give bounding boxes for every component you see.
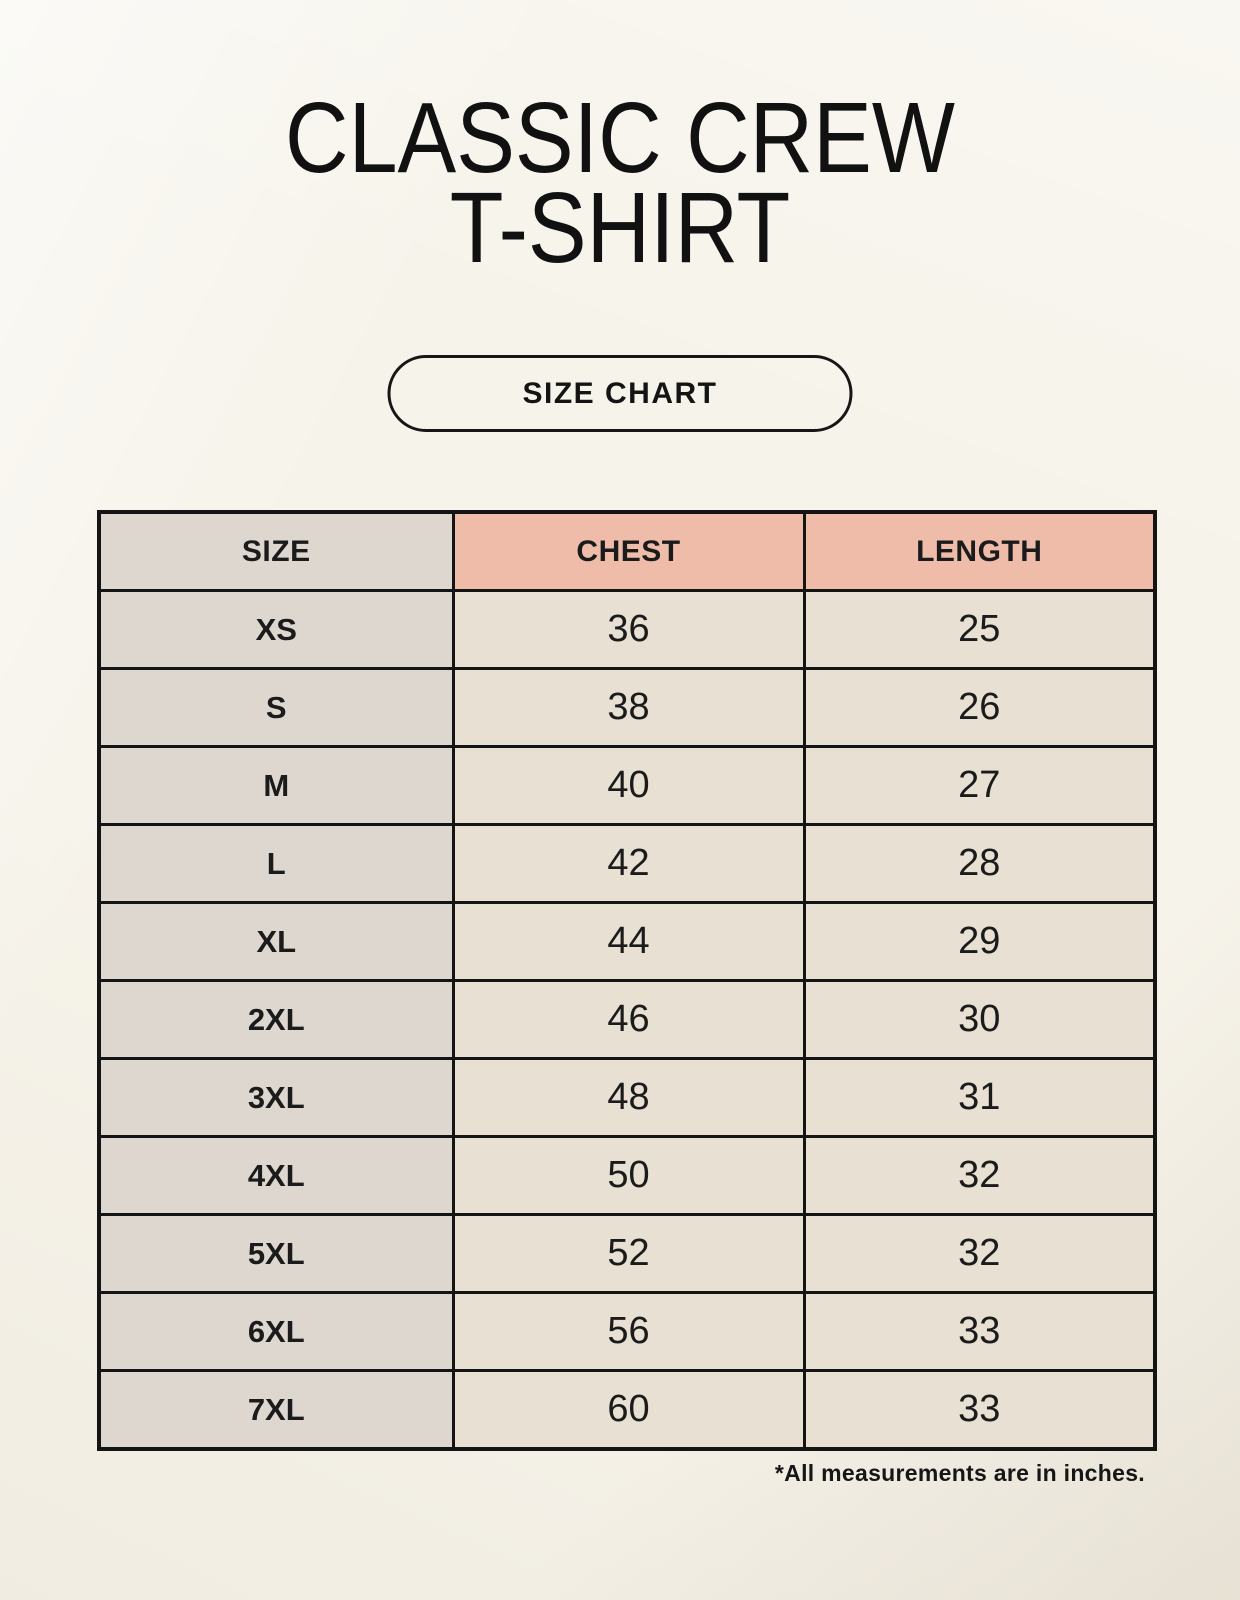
table-row: 2XL 46 30 bbox=[97, 979, 1157, 1060]
size-cell: M bbox=[97, 745, 455, 826]
size-cell: 4XL bbox=[97, 1135, 455, 1216]
chest-cell: 48 bbox=[451, 1057, 806, 1138]
length-cell: 28 bbox=[802, 823, 1157, 904]
chest-cell: 38 bbox=[451, 667, 806, 748]
length-cell: 30 bbox=[802, 979, 1157, 1060]
size-cell: 7XL bbox=[97, 1369, 455, 1451]
size-cell: 2XL bbox=[97, 979, 455, 1060]
chest-cell: 50 bbox=[451, 1135, 806, 1216]
size-cell: 6XL bbox=[97, 1291, 455, 1372]
header-chest: CHEST bbox=[451, 510, 806, 592]
length-cell: 25 bbox=[802, 589, 1157, 670]
page-title: CLASSIC CREW T-SHIRT bbox=[74, 88, 1165, 278]
size-table: SIZE CHEST LENGTH XS 36 25 S 38 26 M 40 27 L 42 28 X… bbox=[97, 510, 1157, 1451]
table-row: 4XL 50 32 bbox=[97, 1135, 1157, 1216]
header-size: SIZE bbox=[97, 510, 455, 592]
table-row: 6XL 56 33 bbox=[97, 1291, 1157, 1372]
page-title-line1: CLASSIC CREW bbox=[285, 82, 955, 194]
chest-cell: 52 bbox=[451, 1213, 806, 1294]
chest-cell: 36 bbox=[451, 589, 806, 670]
table-row: M 40 27 bbox=[97, 745, 1157, 826]
table-row: S 38 26 bbox=[97, 667, 1157, 748]
size-cell: XS bbox=[97, 589, 455, 670]
chest-cell: 40 bbox=[451, 745, 806, 826]
length-cell: 33 bbox=[802, 1291, 1157, 1372]
measurements-footnote: *All measurements are in inches. bbox=[774, 1460, 1145, 1486]
chest-cell: 46 bbox=[451, 979, 806, 1060]
length-cell: 32 bbox=[802, 1213, 1157, 1294]
size-cell: 5XL bbox=[97, 1213, 455, 1294]
table-row: 7XL 60 33 bbox=[97, 1369, 1157, 1451]
length-cell: 33 bbox=[802, 1369, 1157, 1451]
chest-cell: 42 bbox=[451, 823, 806, 904]
table-row: L 42 28 bbox=[97, 823, 1157, 904]
size-table-body: XS 36 25 S 38 26 M 40 27 L 42 28 XL 44 29 2XL 46 30 3XL 48 3… bbox=[97, 589, 1157, 1451]
length-cell: 32 bbox=[802, 1135, 1157, 1216]
size-chart-button-label: SIZE CHART bbox=[522, 376, 718, 410]
size-cell: 3XL bbox=[97, 1057, 455, 1138]
chest-cell: 44 bbox=[451, 901, 806, 982]
table-row: XL 44 29 bbox=[97, 901, 1157, 982]
size-cell: XL bbox=[97, 901, 455, 982]
size-chart-button[interactable]: SIZE CHART bbox=[387, 355, 853, 432]
table-header-row: SIZE CHEST LENGTH bbox=[97, 510, 1157, 592]
length-cell: 31 bbox=[802, 1057, 1157, 1138]
size-cell: S bbox=[97, 667, 455, 748]
table-row: XS 36 25 bbox=[97, 589, 1157, 670]
length-cell: 27 bbox=[802, 745, 1157, 826]
size-cell: L bbox=[97, 823, 455, 904]
length-cell: 29 bbox=[802, 901, 1157, 982]
length-cell: 26 bbox=[802, 667, 1157, 748]
table-row: 3XL 48 31 bbox=[97, 1057, 1157, 1138]
table-row: 5XL 52 32 bbox=[97, 1213, 1157, 1294]
chest-cell: 60 bbox=[451, 1369, 806, 1451]
header-length: LENGTH bbox=[802, 510, 1157, 592]
page-title-line2: T-SHIRT bbox=[449, 172, 791, 284]
chest-cell: 56 bbox=[451, 1291, 806, 1372]
